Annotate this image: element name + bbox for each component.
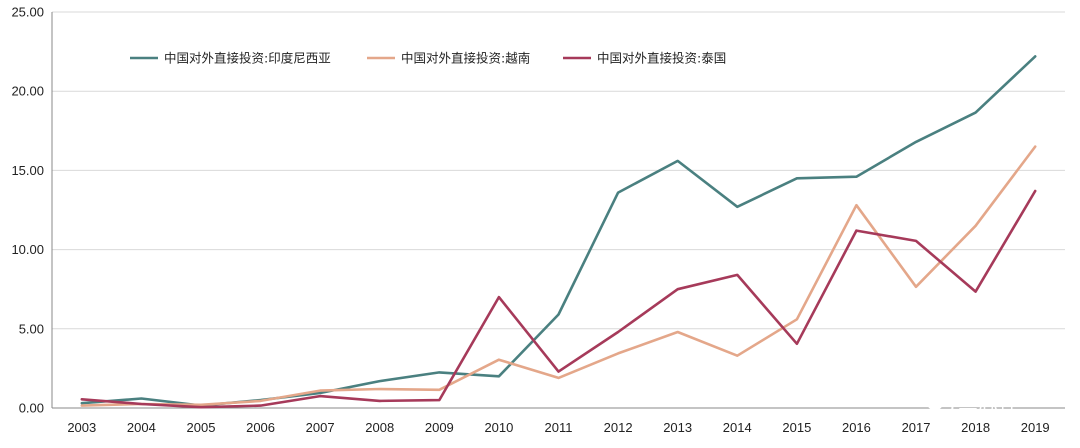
y-tick-label: 15.00 [11,163,44,178]
x-tick-label: 2007 [306,420,335,435]
watermark: 三思社 [924,390,1018,415]
series-line-2 [80,189,1037,409]
x-tick-label: 2015 [782,420,811,435]
x-tick-label: 2019 [1021,420,1050,435]
x-tick-label: 2010 [484,420,513,435]
series-lines [80,55,1037,409]
x-tick-label: 2016 [842,420,871,435]
legend-label: 中国对外直接投资:印度尼西亚 [164,51,331,66]
watermark-text: 三思社 [958,390,1018,414]
x-tick-label: 2018 [961,420,990,435]
series-line-1 [80,145,1037,407]
y-tick-label: 20.00 [11,84,44,99]
y-tick-label: 0.00 [19,401,44,416]
x-tick-label: 2008 [365,420,394,435]
x-tick-label: 2012 [604,420,633,435]
y-tick-label: 5.00 [19,321,44,336]
series-line-0 [80,55,1037,407]
y-tick-label: 25.00 [11,5,44,20]
legend: 中国对外直接投资:印度尼西亚 中国对外直接投资:越南 中国对外直接投资:泰国 [130,51,726,66]
y-tick-label: 10.00 [11,242,44,257]
wechat-icon [924,390,954,415]
legend-label: 中国对外直接投资:泰国 [597,51,726,66]
x-tick-label: 2011 [545,420,573,435]
axes: 0.00 5.00 10.00 15.00 20.00 25.00 2003 2004 2005… [11,5,1065,435]
x-tick-label: 2003 [67,420,96,435]
x-tick-label: 2009 [425,420,454,435]
x-tick-label: 2017 [902,420,931,435]
legend-label: 中国对外直接投资:越南 [401,51,530,66]
x-tick-label: 2014 [723,420,752,435]
x-tick-label: 2013 [663,420,692,435]
gridlines [52,11,1065,330]
x-tick-label: 2006 [246,420,275,435]
x-tick-label: 2004 [127,420,156,435]
x-tick-label: 2005 [187,420,216,435]
